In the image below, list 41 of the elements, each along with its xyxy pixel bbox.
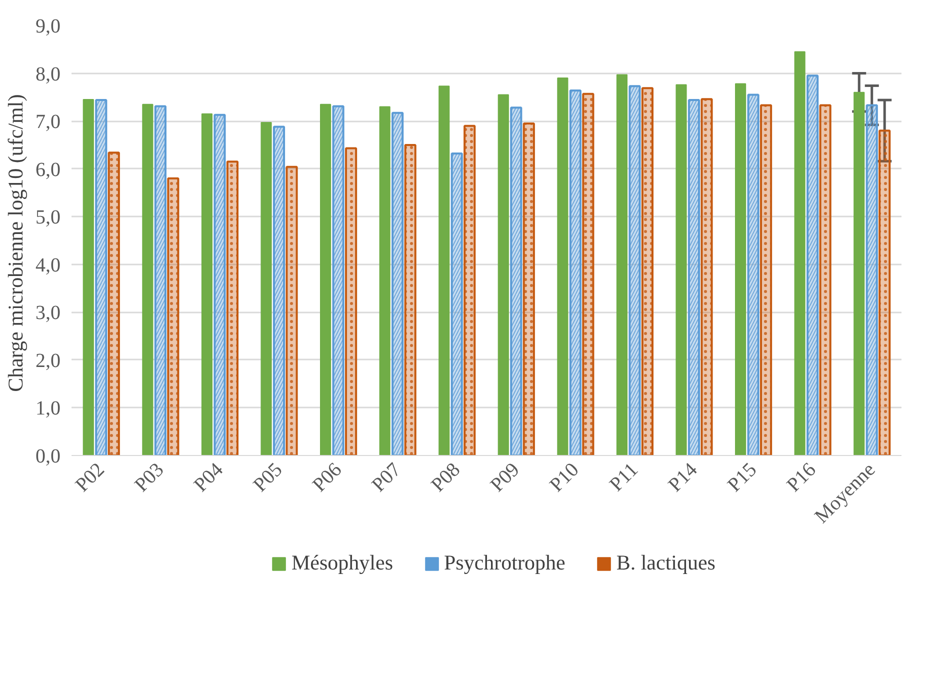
x-tick-label: P08 xyxy=(427,458,465,496)
x-tick-label: P05 xyxy=(249,458,287,496)
bar xyxy=(735,83,746,456)
x-tick-label: P03 xyxy=(130,458,168,496)
bar xyxy=(498,94,509,456)
bar xyxy=(557,78,568,456)
bar xyxy=(854,92,865,456)
y-tick-label: 4,0 xyxy=(36,254,60,276)
x-tick-label: P14 xyxy=(664,458,702,496)
legend-label: Psychrotrophe xyxy=(444,550,566,576)
bar xyxy=(260,122,272,456)
bar xyxy=(320,104,332,456)
legend-label: Mésophyles xyxy=(292,550,394,576)
x-tick-label: P06 xyxy=(308,458,346,496)
x-tick-label: P09 xyxy=(486,458,524,496)
bar xyxy=(676,84,687,456)
bar xyxy=(794,51,806,456)
x-tick-label: P04 xyxy=(190,458,228,496)
y-tick-label: 9,0 xyxy=(36,16,60,38)
y-axis-title: Charge microbienne log10 (ufc/ml) xyxy=(4,94,28,392)
legend-label: B. lactiques xyxy=(616,550,716,576)
y-tick-label: 3,0 xyxy=(36,302,60,324)
y-tick-label: 1,0 xyxy=(36,398,60,420)
x-tick-label: P07 xyxy=(368,458,406,496)
y-tick-label: 7,0 xyxy=(36,111,60,134)
x-tick-label: P02 xyxy=(71,458,109,496)
bar xyxy=(616,74,628,456)
x-tick-label: P15 xyxy=(723,458,762,496)
bar xyxy=(379,106,390,456)
bar xyxy=(201,113,213,456)
x-tick-label: P11 xyxy=(605,458,642,496)
y-tick-label: 0,0 xyxy=(36,446,60,468)
y-tick-label: 2,0 xyxy=(36,350,60,372)
y-tick-label: 8,0 xyxy=(36,63,60,86)
x-tick-label: P10 xyxy=(546,458,584,496)
x-tick-label: P16 xyxy=(782,458,820,496)
y-tick-label: 6,0 xyxy=(36,158,60,181)
bar xyxy=(438,86,450,456)
bar xyxy=(142,104,154,456)
bar xyxy=(82,99,94,456)
y-tick-label: 5,0 xyxy=(36,206,60,229)
